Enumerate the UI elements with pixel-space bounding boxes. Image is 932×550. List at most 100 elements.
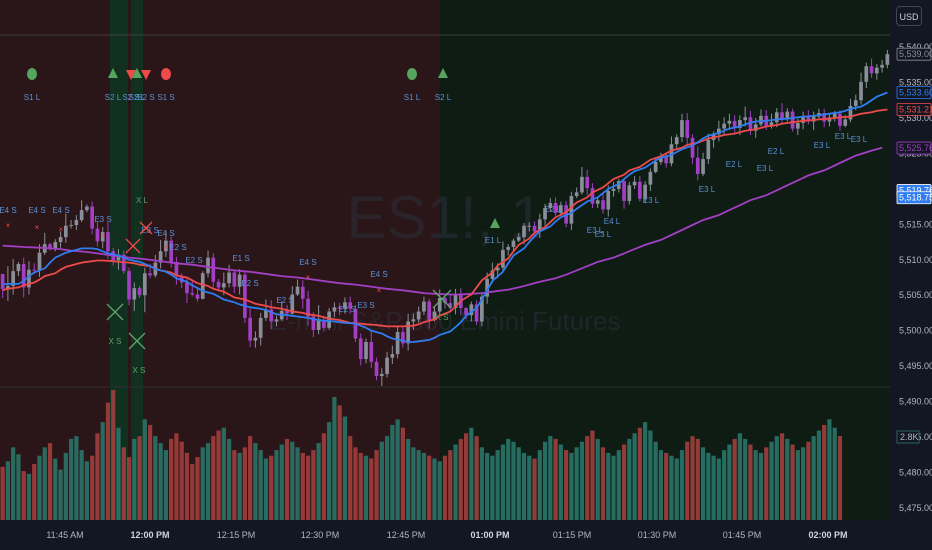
signal-triangle-up	[438, 68, 448, 78]
signal-label: S2 L	[435, 93, 452, 102]
price-tick-label: 5,535.00	[899, 78, 932, 88]
volume-bar	[690, 436, 695, 520]
volume-bar	[105, 402, 111, 520]
short-x-mark: ×	[35, 223, 40, 232]
candle-body	[822, 113, 827, 122]
volume-bar	[353, 447, 358, 520]
candle-body	[169, 240, 173, 262]
time-tick-label: 01:15 PM	[553, 530, 592, 540]
candle-body	[142, 273, 147, 296]
volume-bar	[611, 455, 616, 520]
price-axis[interactable]: 5,540.005,535.005,530.005,525.005,520.00…	[890, 0, 932, 550]
volume-bar	[363, 455, 369, 520]
volume-bar	[532, 458, 537, 520]
candle-body	[622, 181, 626, 201]
volume-bar	[801, 447, 806, 520]
short-x-mark: ×	[306, 273, 311, 282]
volume-bar	[779, 433, 785, 520]
candle-body	[522, 225, 526, 238]
price-tag	[896, 141, 932, 155]
volume-bar	[700, 447, 706, 520]
volume-bar	[643, 422, 648, 520]
trade-label: X S	[109, 337, 122, 346]
candle-body	[132, 288, 137, 300]
time-tick-label: 01:30 PM	[638, 530, 677, 540]
candle-body	[580, 176, 584, 193]
candle-body	[411, 319, 416, 322]
candle-body	[300, 286, 305, 299]
volume-bar	[379, 441, 384, 520]
volume-bar	[711, 455, 716, 520]
watermark-symbol: ES1!, 1	[347, 184, 544, 251]
volume-bar	[321, 433, 326, 520]
trade-label: E2 S	[338, 305, 355, 314]
candle-body	[195, 294, 200, 299]
candle-body	[569, 195, 574, 224]
candle-body	[37, 252, 42, 271]
candle-body	[753, 124, 758, 131]
price-tick-label: 5,490.00	[899, 397, 932, 407]
volume-bar	[753, 450, 758, 520]
candle-body	[327, 311, 331, 328]
candle-body	[401, 332, 405, 344]
volume-bar	[348, 436, 353, 520]
candle-body	[27, 269, 31, 288]
volume-bar	[764, 447, 769, 520]
candle-body	[790, 111, 795, 129]
candle-body	[843, 119, 848, 126]
volume-bar	[621, 444, 627, 520]
candle-body	[574, 192, 579, 196]
volume-bar	[785, 438, 790, 520]
price-tag-text: 5,533.60	[899, 87, 932, 97]
volume-bar	[558, 444, 563, 520]
volume-bar	[632, 433, 637, 520]
volume-bar	[822, 424, 827, 520]
trade-label: E2 L	[726, 160, 743, 169]
candle-body	[559, 205, 563, 213]
volume-bar	[627, 438, 632, 520]
volume-tag	[896, 430, 920, 444]
candle-body	[322, 320, 326, 328]
volume-tag-text: 2.8K	[900, 432, 919, 442]
signal-triangle-up	[108, 68, 118, 78]
volume-bar	[5, 461, 11, 520]
volume-bar	[263, 458, 269, 520]
candle-body	[206, 257, 210, 274]
volume-bar	[137, 436, 142, 520]
candle-body	[32, 269, 37, 271]
candle-body	[785, 111, 790, 119]
volume-bar	[500, 444, 506, 520]
volume-bar	[616, 450, 621, 520]
volume-bar	[68, 438, 74, 520]
candle-body	[343, 302, 347, 309]
candle-body	[290, 294, 295, 314]
candle-body	[595, 200, 600, 204]
signal-circle	[161, 68, 171, 80]
volume-bar	[163, 450, 168, 520]
price-tag-text: 5,525.76	[899, 143, 932, 153]
candle-body	[806, 116, 811, 122]
time-tick-label: 12:15 PM	[217, 530, 256, 540]
volume-bar	[474, 436, 479, 520]
volume-bar	[506, 438, 511, 520]
volume-bar	[416, 450, 421, 520]
candle-body	[480, 296, 484, 322]
candle-body	[269, 309, 274, 322]
exit-marker	[432, 289, 452, 309]
volume-bar	[811, 436, 816, 520]
currency-button[interactable]: USD	[896, 6, 922, 26]
volume-bar	[195, 457, 200, 520]
volume-bar	[205, 443, 211, 520]
volume-bar	[674, 458, 679, 520]
entry-triangle	[490, 218, 500, 228]
volume-bar	[795, 450, 800, 520]
candle-body	[717, 128, 721, 135]
price-tag-text: 5,531.21	[899, 104, 932, 114]
candle-body	[795, 122, 800, 129]
volume-bar	[248, 436, 253, 520]
time-axis[interactable]: 11:45 AM 12:00 PM 12:15 PM 12:30 PM 12:45 PM…	[0, 520, 890, 550]
trade-label: X S	[133, 366, 146, 375]
volume-bar	[490, 455, 495, 520]
volume-bar	[90, 455, 95, 520]
